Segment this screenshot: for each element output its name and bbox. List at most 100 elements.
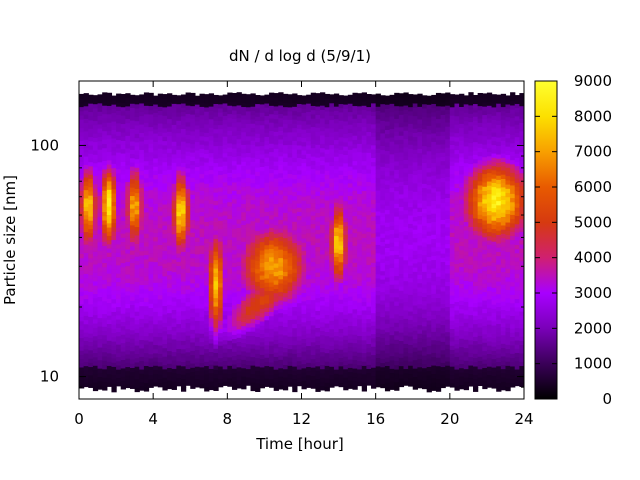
heatmap-cell (83, 101, 89, 107)
heatmap-cell (213, 238, 219, 244)
heatmap-cell (106, 205, 113, 211)
heatmap-cell (292, 255, 298, 261)
heatmap-cell (264, 186, 270, 192)
heatmap-cell (111, 285, 117, 291)
heatmap-cell (213, 213, 219, 218)
heatmap-cell (264, 311, 270, 317)
heatmap-cell (389, 187, 395, 193)
heatmap-cell (125, 261, 131, 267)
heatmap-cell (185, 355, 191, 361)
heatmap-cell (134, 120, 140, 126)
heatmap-cell (148, 336, 154, 342)
heatmap-cell (292, 127, 298, 133)
heatmap-cell (171, 343, 177, 348)
heatmap-cell (97, 94, 103, 100)
heatmap-cell (231, 355, 238, 361)
heatmap-cell (324, 373, 330, 379)
heatmap-cell (245, 139, 252, 145)
heatmap-cell (241, 274, 247, 280)
heatmap-cell (92, 318, 99, 324)
heatmap-cell (259, 254, 266, 259)
heatmap-cell (139, 102, 145, 108)
heatmap-cell (320, 207, 326, 212)
heatmap-cell (148, 341, 154, 346)
heatmap-cell (213, 386, 219, 391)
heatmap-cell (199, 370, 205, 376)
heatmap-cell (88, 312, 94, 317)
heatmap-cell (343, 221, 349, 227)
heatmap-cell (106, 117, 113, 123)
heatmap-cell (333, 189, 340, 195)
heatmap-cell (403, 243, 409, 248)
heatmap-cell (301, 313, 307, 319)
heatmap-cell (241, 371, 247, 377)
heatmap-cell (125, 244, 131, 250)
heatmap-cell (120, 190, 126, 196)
heatmap-cell (301, 338, 307, 344)
heatmap-cell (157, 303, 164, 308)
heatmap-cell (125, 353, 131, 359)
heatmap-cell (213, 314, 219, 320)
heatmap-cell (176, 182, 182, 188)
heatmap-cell (366, 135, 372, 141)
heatmap-cell (185, 222, 191, 227)
heatmap-cell (398, 197, 405, 203)
heatmap-cell (227, 151, 233, 157)
heatmap-cell (241, 102, 247, 108)
heatmap-cell (139, 250, 145, 256)
heatmap-cell (315, 263, 321, 269)
heatmap-cell (120, 313, 126, 318)
heatmap-cell (88, 207, 94, 213)
heatmap-cell (371, 199, 377, 205)
heatmap-cell (222, 235, 228, 241)
heatmap-cell (310, 244, 317, 250)
heatmap-cell (79, 362, 85, 368)
heatmap-cell (148, 113, 154, 119)
heatmap-cell (296, 203, 303, 208)
heatmap-cell (208, 355, 215, 361)
heatmap-cell (338, 236, 344, 242)
heatmap-cell (213, 221, 219, 227)
heatmap-cell (204, 140, 210, 146)
heatmap-cell (222, 377, 228, 382)
heatmap-cell (241, 363, 247, 369)
heatmap-cell (176, 236, 182, 242)
heatmap-cell (357, 327, 363, 332)
heatmap-cell (190, 358, 196, 364)
heatmap-cell (236, 96, 242, 102)
heatmap-cell (315, 118, 321, 124)
heatmap-cell (120, 157, 126, 162)
heatmap-cell (134, 243, 140, 249)
heatmap-cell (278, 350, 284, 356)
heatmap-cell (139, 238, 145, 243)
heatmap-cell (324, 216, 330, 222)
heatmap-cell (102, 287, 108, 293)
heatmap-cell (125, 122, 131, 128)
heatmap-cell (79, 312, 85, 318)
heatmap-cell (320, 355, 326, 361)
heatmap-cell (394, 330, 400, 336)
heatmap-cell (343, 242, 349, 248)
heatmap-cell (231, 92, 238, 98)
heatmap-cell (116, 147, 122, 153)
heatmap-cell (241, 224, 247, 230)
heatmap-cell (310, 236, 317, 242)
heatmap-cell (83, 348, 89, 354)
heatmap-cell (153, 162, 159, 167)
heatmap-cell (185, 117, 191, 123)
heatmap-cell (153, 253, 159, 258)
heatmap-cell (352, 334, 358, 339)
heatmap-cell (259, 245, 266, 251)
heatmap-cell (333, 273, 340, 278)
heatmap-cell (88, 228, 94, 234)
heatmap-cell (139, 326, 145, 332)
heatmap-cell (180, 314, 187, 320)
heatmap-cell (301, 175, 307, 180)
heatmap-cell (273, 139, 279, 145)
heatmap-cell (255, 128, 261, 134)
heatmap-cell (398, 101, 405, 107)
heatmap-cell (394, 317, 400, 323)
heatmap-cell (310, 219, 317, 225)
heatmap-cell (292, 157, 298, 163)
heatmap-cell (88, 345, 94, 351)
